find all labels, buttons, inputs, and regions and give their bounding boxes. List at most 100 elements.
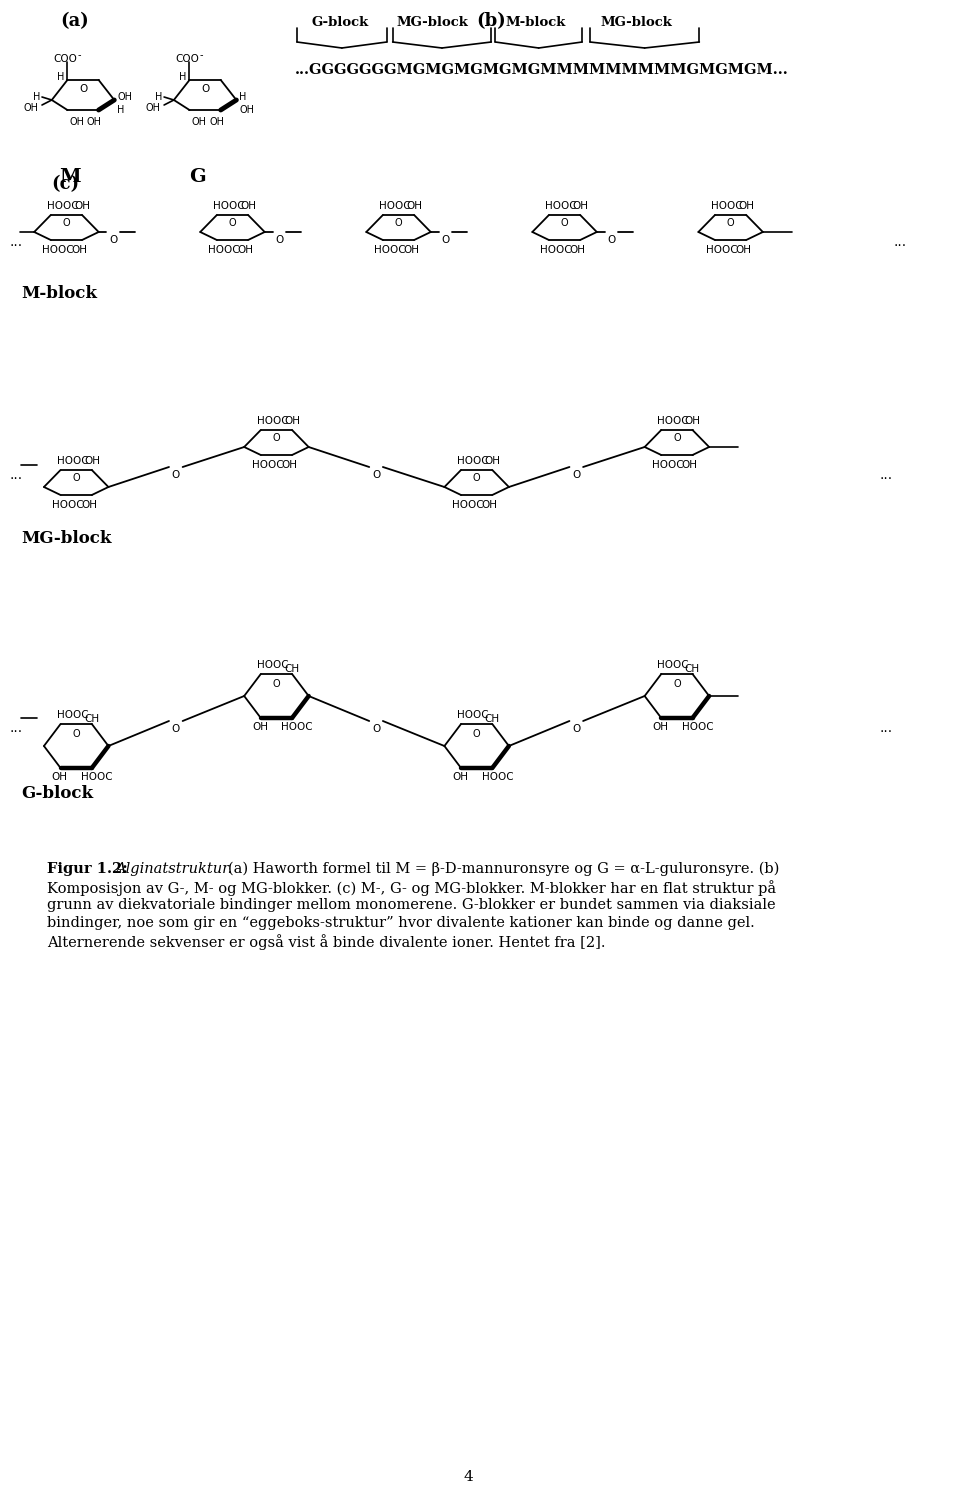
Text: ...: ...: [894, 234, 907, 249]
Text: G: G: [189, 168, 205, 186]
Text: O: O: [395, 218, 402, 228]
Text: O: O: [276, 234, 283, 245]
Text: HOOC: HOOC: [658, 660, 689, 670]
Text: H: H: [33, 92, 40, 102]
Text: OH: OH: [684, 416, 701, 425]
Text: MG-block: MG-block: [396, 17, 468, 29]
Text: H: H: [180, 72, 186, 83]
Text: Figur 1.2:: Figur 1.2:: [47, 863, 128, 876]
Text: OH: OH: [284, 416, 300, 425]
Text: HOOC: HOOC: [707, 245, 738, 256]
Text: OH: OH: [237, 245, 253, 256]
Text: O: O: [727, 218, 734, 228]
Text: O: O: [62, 218, 70, 228]
Text: OH: OH: [240, 201, 256, 210]
Text: HOOC: HOOC: [257, 660, 289, 670]
Text: (b): (b): [477, 12, 507, 30]
Text: OH: OH: [682, 460, 698, 470]
Text: HOOC: HOOC: [281, 721, 313, 732]
Text: O: O: [673, 679, 681, 688]
Text: HOOC: HOOC: [208, 245, 240, 256]
Text: HOOC: HOOC: [711, 201, 743, 210]
Text: ...: ...: [879, 721, 892, 735]
Text: HOOC: HOOC: [457, 709, 489, 720]
Text: G-block: G-block: [311, 17, 369, 29]
Text: HOOC: HOOC: [540, 245, 572, 256]
Text: O: O: [172, 724, 180, 733]
Text: OH: OH: [84, 455, 100, 466]
Text: H: H: [57, 72, 64, 83]
Text: O: O: [673, 433, 681, 443]
Text: HOOC: HOOC: [81, 773, 112, 782]
Text: CH: CH: [684, 664, 700, 673]
Text: ...: ...: [879, 467, 892, 482]
Text: OH: OH: [117, 92, 132, 102]
Text: HOOC: HOOC: [374, 245, 406, 256]
Text: (a) Haworth formel til M = β-D-mannuronsyre og G = α-L-guluronsyre. (b): (a) Haworth formel til M = β-D-mannurons…: [228, 863, 779, 876]
Text: HOOC: HOOC: [52, 500, 84, 510]
Text: OH: OH: [735, 245, 752, 256]
Text: G-block: G-block: [21, 785, 94, 803]
Text: OH: OH: [653, 721, 668, 732]
Text: OH: OH: [191, 117, 206, 126]
Text: -: -: [200, 50, 203, 60]
Text: OH: OH: [281, 460, 298, 470]
Text: Alternerende sekvenser er også vist å binde divalente ioner. Hentet fra [2].: Alternerende sekvenser er også vist å bi…: [47, 933, 606, 950]
Text: OH: OH: [569, 245, 586, 256]
Text: OH: OH: [572, 201, 588, 210]
Text: O: O: [572, 470, 581, 479]
Text: H: H: [239, 92, 247, 102]
Text: HOOC: HOOC: [653, 460, 684, 470]
Text: Alginatstruktur.: Alginatstruktur.: [115, 863, 232, 876]
Text: OH: OH: [403, 245, 420, 256]
Text: HOOC: HOOC: [252, 460, 283, 470]
Text: OH: OH: [738, 201, 755, 210]
Text: OH: OH: [52, 773, 68, 782]
Text: H: H: [117, 105, 125, 116]
Text: MG-block: MG-block: [21, 531, 112, 547]
Text: HOOC: HOOC: [42, 245, 74, 256]
Text: O: O: [561, 218, 568, 228]
Text: OH: OH: [74, 201, 90, 210]
Text: ...: ...: [10, 721, 23, 735]
Text: M-block: M-block: [21, 286, 98, 302]
Text: OH: OH: [87, 117, 102, 126]
Text: -: -: [77, 50, 81, 60]
Text: HOOC: HOOC: [682, 721, 713, 732]
Text: CH: CH: [284, 664, 300, 673]
Text: HOOC: HOOC: [452, 500, 484, 510]
Text: OH: OH: [71, 245, 87, 256]
Text: MG-block: MG-block: [601, 17, 673, 29]
Text: OH: OH: [69, 117, 84, 126]
Text: CH: CH: [485, 714, 499, 724]
Text: O: O: [79, 84, 87, 95]
Text: O: O: [572, 724, 581, 733]
Text: OH: OH: [485, 455, 500, 466]
Text: COO: COO: [176, 54, 200, 65]
Text: HOOC: HOOC: [47, 201, 79, 210]
Text: H: H: [155, 92, 162, 102]
Text: OH: OH: [23, 104, 38, 113]
Text: HOOC: HOOC: [658, 416, 689, 425]
Text: CH: CH: [84, 714, 99, 724]
Text: 4: 4: [464, 1470, 473, 1483]
Text: HOOC: HOOC: [379, 201, 411, 210]
Text: ...: ...: [10, 234, 23, 249]
Text: O: O: [473, 473, 480, 482]
Text: ...GGGGGGGMGMGMGMGMGMMMMMMMMMGMGMGM...: ...GGGGGGGMGMGMGMGMGMMMMMMMMMGMGMGM...: [295, 63, 789, 77]
Text: HOOC: HOOC: [213, 201, 245, 210]
Text: O: O: [72, 473, 80, 482]
Text: Komposisjon av G-, M- og MG-blokker. (c) M-, G- og MG-blokker. M-blokker har en : Komposisjon av G-, M- og MG-blokker. (c)…: [47, 879, 776, 896]
Text: (a): (a): [60, 12, 89, 30]
Text: grunn av diekvatoriale bindinger mellom monomerene. G-blokker er bundet sammen v: grunn av diekvatoriale bindinger mellom …: [47, 897, 776, 912]
Text: OH: OH: [482, 500, 497, 510]
Text: OH: OH: [406, 201, 422, 210]
Text: O: O: [273, 433, 280, 443]
Text: M: M: [60, 168, 82, 186]
Text: bindinger, noe som gir en “eggeboks-struktur” hvor divalente kationer kan binde : bindinger, noe som gir en “eggeboks-stru…: [47, 915, 755, 930]
Text: HOOC: HOOC: [257, 416, 289, 425]
Text: HOOC: HOOC: [482, 773, 514, 782]
Text: O: O: [273, 679, 280, 688]
Text: O: O: [372, 724, 380, 733]
Text: HOOC: HOOC: [57, 709, 88, 720]
